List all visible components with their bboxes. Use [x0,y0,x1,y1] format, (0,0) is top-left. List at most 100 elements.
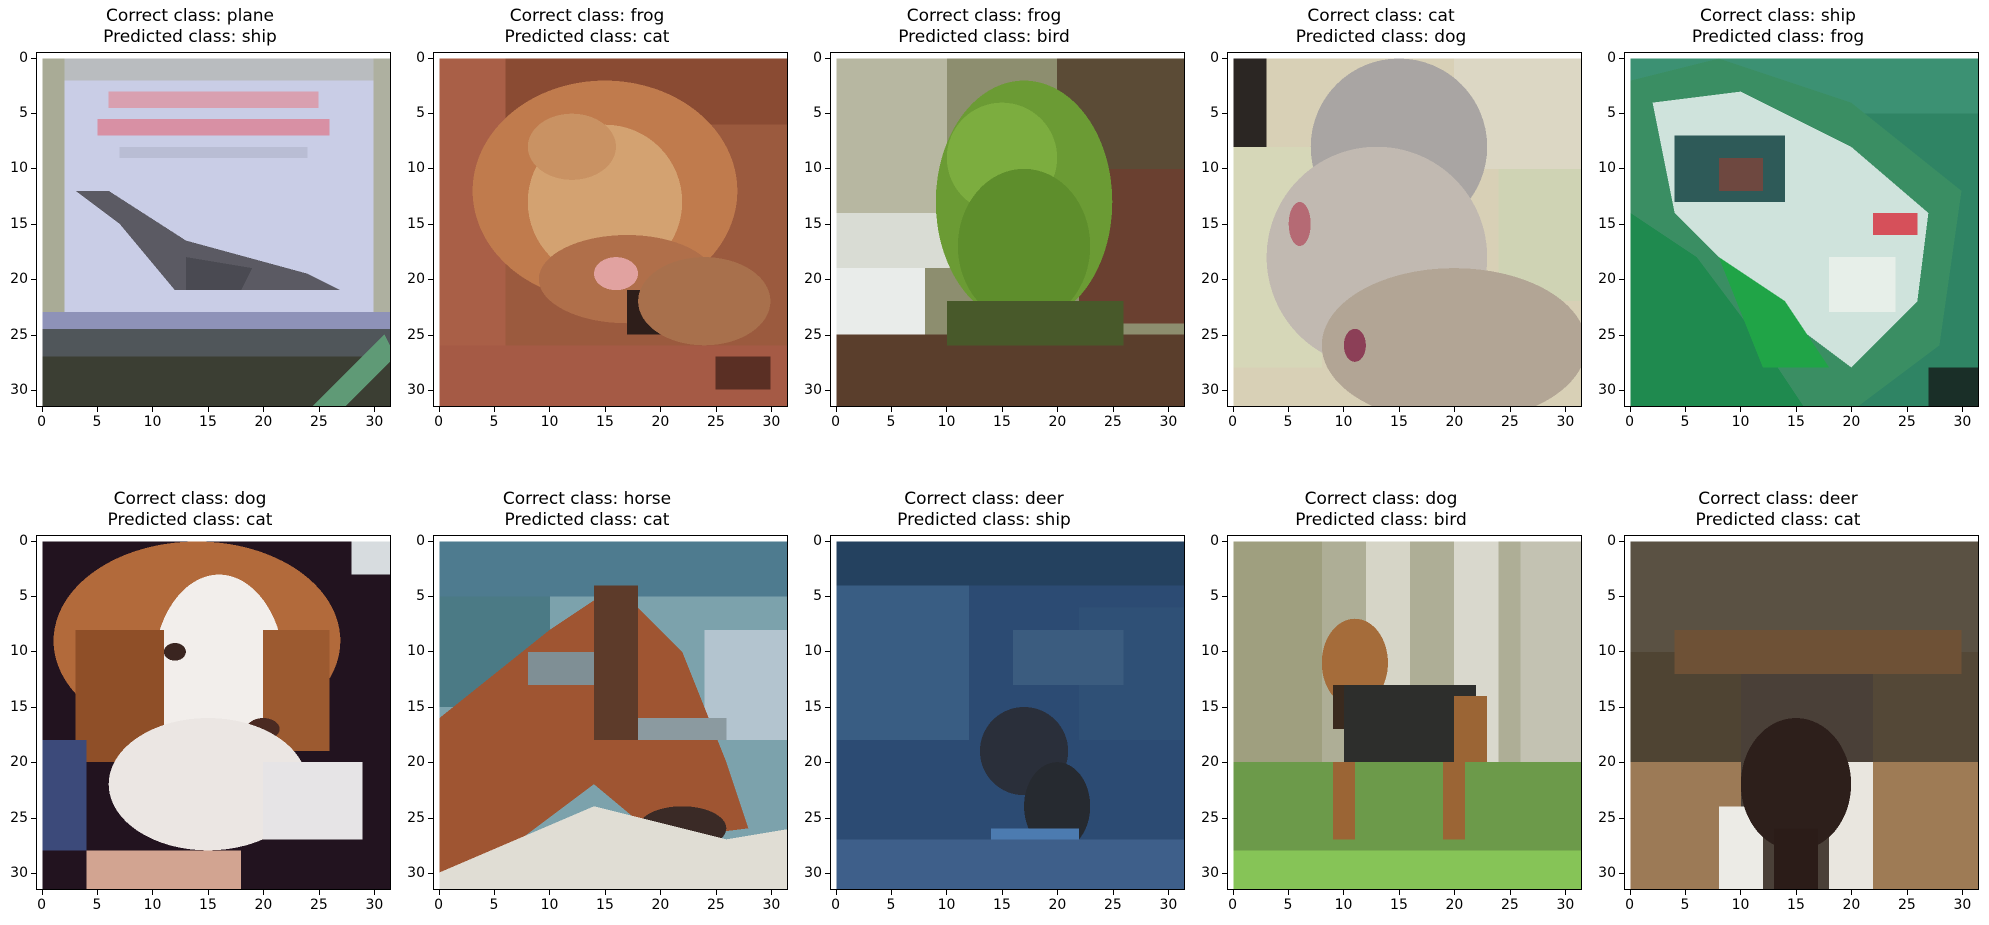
y-tick-label: 25 [1201,326,1219,343]
y-tick-mark [1222,540,1227,542]
y-tick-mark [428,540,433,542]
x-tick-label: 15 [199,414,217,430]
y-tick-label: 20 [1598,754,1616,771]
x-tick-label: 0 [1228,897,1237,913]
y-tick-mark [428,873,433,875]
x-tick-label: 0 [1625,897,1634,913]
image-panel: Correct class: frog Predicted class: cat … [397,0,788,430]
x-tick-label: 0 [434,414,443,430]
y-tick-mark [428,762,433,764]
y-tick-mark [825,596,830,598]
y-tick-label: 0 [416,49,425,66]
pixel-image [1233,541,1581,889]
x-tick-label: 30 [365,414,384,430]
y-tick-label: 25 [1201,809,1219,826]
x-tick-mark [891,407,893,412]
x-tick-mark [1343,407,1345,412]
y-tick-mark [31,334,36,336]
x-tick-mark [715,407,717,412]
y-tick-label: 20 [10,754,28,771]
x-tick-mark [41,890,43,895]
y-tick-label: 20 [804,271,822,288]
x-tick-label: 10 [540,897,559,913]
x-tick-mark [152,890,154,895]
x-tick-mark [1740,407,1742,412]
y-tick-label: 15 [1598,215,1616,232]
y-tick-label: 0 [1210,532,1219,549]
x-tick-label: 5 [489,414,499,430]
y-tick-label: 30 [407,382,425,399]
x-tick-mark [1629,890,1631,895]
y-tick-mark [31,168,36,170]
x-tick-mark [1232,407,1234,412]
y-tick-mark [428,706,433,708]
predicted-class-label: Predicted class: ship [897,510,1071,530]
image-axes [433,535,788,890]
y-tick-label: 25 [1598,809,1616,826]
x-tick-label: 20 [1842,897,1861,913]
y-tick-label: 0 [19,49,28,66]
y-tick-mark [31,762,36,764]
y-tick-label: 0 [1607,49,1616,66]
y-tick-mark [31,113,36,115]
y-tick-label: 15 [804,698,822,715]
y-tick-label: 15 [10,698,28,715]
y-tick-mark [825,223,830,225]
image-panel: Correct class: plane Predicted class: shi… [0,0,391,430]
y-tick-mark [825,651,830,653]
y-tick-label: 30 [1201,382,1219,399]
y-tick-label: 30 [1201,865,1219,882]
x-tick-label: 10 [1334,414,1353,430]
x-tick-label: 20 [1445,414,1464,430]
x-tick-mark [660,407,662,412]
y-tick-mark [1619,762,1624,764]
y-tick-label: 30 [804,865,822,882]
y-tick-mark [31,57,36,59]
x-tick-label: 5 [1680,897,1690,913]
y-tick-mark [428,113,433,115]
y-tick-label: 10 [804,643,822,660]
x-tick-label: 30 [1953,897,1972,913]
x-tick-mark [1509,890,1511,895]
image-panel: Correct class: horse Predicted class: cat… [397,483,788,913]
image-panel: Correct class: deer Predicted class: ship… [794,483,1185,913]
y-tick-label: 25 [804,809,822,826]
y-tick-label: 20 [1201,271,1219,288]
x-tick-label: 20 [651,414,670,430]
y-tick-label: 25 [1598,326,1616,343]
image-panel: Correct class: dog Predicted class: bird … [1191,483,1582,913]
y-tick-mark [825,113,830,115]
y-tick-mark [428,57,433,59]
x-tick-mark [1795,407,1797,412]
y-tick-label: 10 [407,160,425,177]
y-tick-mark [1619,168,1624,170]
y-tick-label: 25 [407,809,425,826]
correct-class-label: Correct class: deer [904,489,1064,509]
image-panel: Correct class: dog Predicted class: cat 0… [0,483,391,913]
y-tick-mark [1222,390,1227,392]
y-tick-label: 5 [1210,588,1219,605]
y-tick-mark [1222,596,1227,598]
x-tick-label: 10 [1731,414,1750,430]
y-tick-mark [825,168,830,170]
x-tick-label: 25 [309,414,328,430]
y-tick-label: 0 [19,532,28,549]
x-tick-mark [835,890,837,895]
x-tick-mark [1454,890,1456,895]
image-panel: Correct class: frog Predicted class: bird… [794,0,1185,430]
y-tick-label: 5 [1607,588,1616,605]
x-tick-mark [1509,407,1511,412]
x-tick-mark [1740,890,1742,895]
y-tick-label: 15 [1201,698,1219,715]
x-tick-label: 30 [1556,897,1575,913]
y-tick-mark [1222,706,1227,708]
x-tick-label: 0 [831,414,840,430]
predicted-class-label: Predicted class: bird [898,27,1070,47]
y-tick-mark [1619,873,1624,875]
y-tick-label: 15 [407,698,425,715]
x-tick-mark [1398,407,1400,412]
x-tick-label: 15 [1787,414,1805,430]
x-tick-mark [771,407,773,412]
correct-class-label: Correct class: deer [1698,489,1858,509]
x-tick-mark [1112,890,1114,895]
